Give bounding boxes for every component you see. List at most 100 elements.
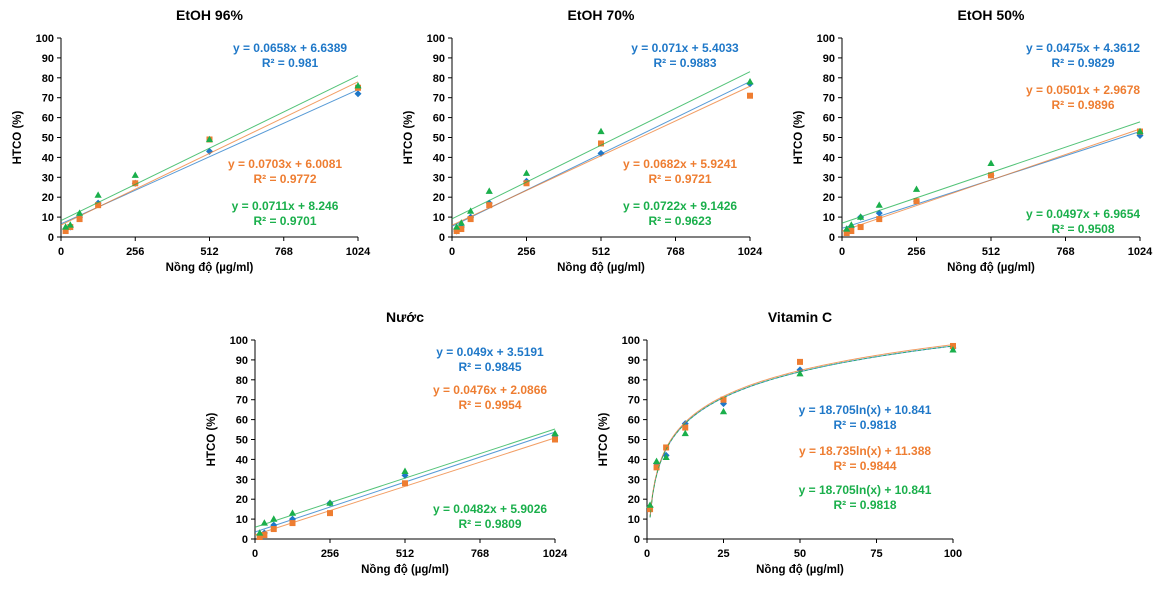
data-point-green bbox=[796, 370, 804, 377]
y-tick-label: 60 bbox=[628, 415, 640, 427]
y-tick-label: 20 bbox=[42, 192, 54, 204]
data-point-green bbox=[551, 429, 559, 437]
trend-r-squared: R² = 0.9818 bbox=[833, 418, 896, 432]
data-point-orange bbox=[682, 424, 689, 431]
x-tick-label: 768 bbox=[1056, 246, 1074, 258]
y-tick-label: 60 bbox=[42, 113, 54, 125]
y-tick-label: 70 bbox=[823, 93, 835, 105]
y-tick-label: 60 bbox=[236, 415, 248, 427]
y-tick-label: 60 bbox=[823, 113, 835, 125]
trend-r-squared: R² = 0.9845 bbox=[458, 360, 521, 374]
y-tick-label: 0 bbox=[634, 534, 640, 546]
data-point-green bbox=[354, 81, 362, 89]
data-point-green bbox=[597, 127, 605, 135]
trend-equation: y = 0.0475x + 4.3612 bbox=[1026, 41, 1140, 55]
y-tick-label: 40 bbox=[42, 152, 54, 164]
x-tick-label: 256 bbox=[126, 246, 144, 258]
x-tick-label: 768 bbox=[275, 246, 293, 258]
data-point-green bbox=[485, 187, 493, 194]
y-tick-label: 20 bbox=[628, 494, 640, 506]
y-tick-label: 70 bbox=[433, 93, 445, 105]
data-point-orange bbox=[270, 526, 277, 533]
y-tick-label: 90 bbox=[236, 355, 248, 367]
y-axis-label: HTCO (%) bbox=[598, 413, 610, 467]
trendline-green bbox=[841, 121, 1141, 224]
data-point-orange bbox=[256, 534, 263, 541]
y-tick-label: 100 bbox=[622, 335, 640, 347]
data-point-green bbox=[987, 159, 995, 166]
y-tick-label: 30 bbox=[628, 474, 640, 486]
data-point-orange bbox=[523, 180, 530, 187]
x-tick-label: 512 bbox=[200, 246, 218, 258]
y-tick-label: 10 bbox=[433, 212, 445, 224]
trend-equation: y = 18.735ln(x) + 11.388 bbox=[799, 444, 931, 458]
trendline-orange bbox=[254, 437, 556, 536]
chart-title: EtOH 70% bbox=[568, 7, 635, 23]
x-tick-label: 0 bbox=[449, 246, 455, 258]
trend-equation: y = 0.0501x + 2.9678 bbox=[1026, 83, 1140, 97]
data-point-orange bbox=[552, 436, 558, 443]
y-tick-label: 0 bbox=[439, 232, 445, 244]
y-tick-label: 80 bbox=[42, 73, 54, 85]
data-point-green bbox=[719, 407, 728, 415]
x-tick-label: 50 bbox=[794, 548, 806, 560]
data-point-green bbox=[646, 501, 654, 508]
trend-r-squared: R² = 0.9772 bbox=[253, 172, 316, 186]
x-tick-label: 0 bbox=[839, 246, 845, 258]
data-point-orange bbox=[747, 92, 753, 99]
data-point-blue bbox=[206, 147, 213, 155]
trend-equation: y = 0.0711x + 8.246 bbox=[232, 199, 339, 213]
y-tick-label: 70 bbox=[628, 395, 640, 407]
chart-panel-4: Nước 0 10 20 30 40 50 60 70 80 90 100 0 256 512 768 1024… bbox=[206, 309, 568, 576]
y-tick-label: 0 bbox=[829, 232, 835, 244]
x-tick-label: 25 bbox=[717, 548, 729, 560]
trend-equation: y = 18.705ln(x) + 10.841 bbox=[799, 483, 932, 497]
data-point-orange bbox=[950, 342, 956, 349]
x-tick-label: 512 bbox=[396, 548, 414, 560]
y-tick-label: 0 bbox=[242, 534, 248, 546]
trendline-green bbox=[60, 75, 359, 222]
data-point-green bbox=[1136, 127, 1144, 135]
data-point-orange bbox=[458, 226, 465, 233]
data-point-green bbox=[453, 223, 461, 230]
y-tick-label: 50 bbox=[236, 435, 248, 447]
y-tick-label: 10 bbox=[236, 514, 248, 526]
x-tick-label: 768 bbox=[666, 246, 684, 258]
trend-equation: y = 0.0682x + 5.9241 bbox=[623, 157, 737, 171]
data-point-orange bbox=[913, 198, 920, 205]
chart-title: EtOH 50% bbox=[958, 7, 1025, 23]
trend-equation: y = 0.0482x + 5.9026 bbox=[433, 502, 547, 516]
trend-r-squared: R² = 0.9809 bbox=[458, 517, 521, 531]
chart-panel-2: EtOH 70% 0 10 20 30 40 50 60 70 80 90 100 0 256 512 768… bbox=[403, 7, 763, 274]
data-point-orange bbox=[95, 202, 102, 209]
data-point-green bbox=[62, 223, 70, 230]
trend-r-squared: R² = 0.9818 bbox=[833, 498, 896, 512]
trendline-orange bbox=[649, 344, 954, 517]
x-tick-label: 0 bbox=[58, 246, 64, 258]
data-point-green bbox=[746, 77, 754, 85]
y-tick-label: 50 bbox=[823, 133, 835, 145]
data-point-orange bbox=[261, 532, 268, 539]
y-tick-label: 90 bbox=[42, 53, 54, 65]
data-point-blue bbox=[354, 90, 362, 98]
trend-equation: y = 0.0703x + 6.0081 bbox=[228, 157, 342, 171]
y-tick-label: 20 bbox=[236, 494, 248, 506]
y-tick-label: 40 bbox=[823, 152, 835, 164]
trendline-green bbox=[649, 345, 954, 518]
x-tick-label: 256 bbox=[321, 548, 339, 560]
data-point-green bbox=[66, 221, 74, 228]
trend-equation: y = 18.705ln(x) + 10.841 bbox=[799, 403, 932, 417]
trendline-orange bbox=[451, 85, 751, 226]
chart-title: Nước bbox=[386, 309, 424, 325]
x-tick-label: 256 bbox=[907, 246, 925, 258]
trend-r-squared: R² = 0.9844 bbox=[833, 459, 896, 473]
data-point-orange bbox=[647, 506, 654, 513]
x-axis-label: Nồng độ (µg/ml) bbox=[756, 564, 844, 576]
trend-r-squared: R² = 0.9883 bbox=[653, 56, 716, 70]
data-point-green bbox=[662, 453, 670, 461]
data-point-orange bbox=[453, 228, 460, 235]
data-point-green bbox=[912, 185, 921, 192]
x-tick-label: 256 bbox=[517, 246, 535, 258]
y-tick-label: 90 bbox=[628, 355, 640, 367]
